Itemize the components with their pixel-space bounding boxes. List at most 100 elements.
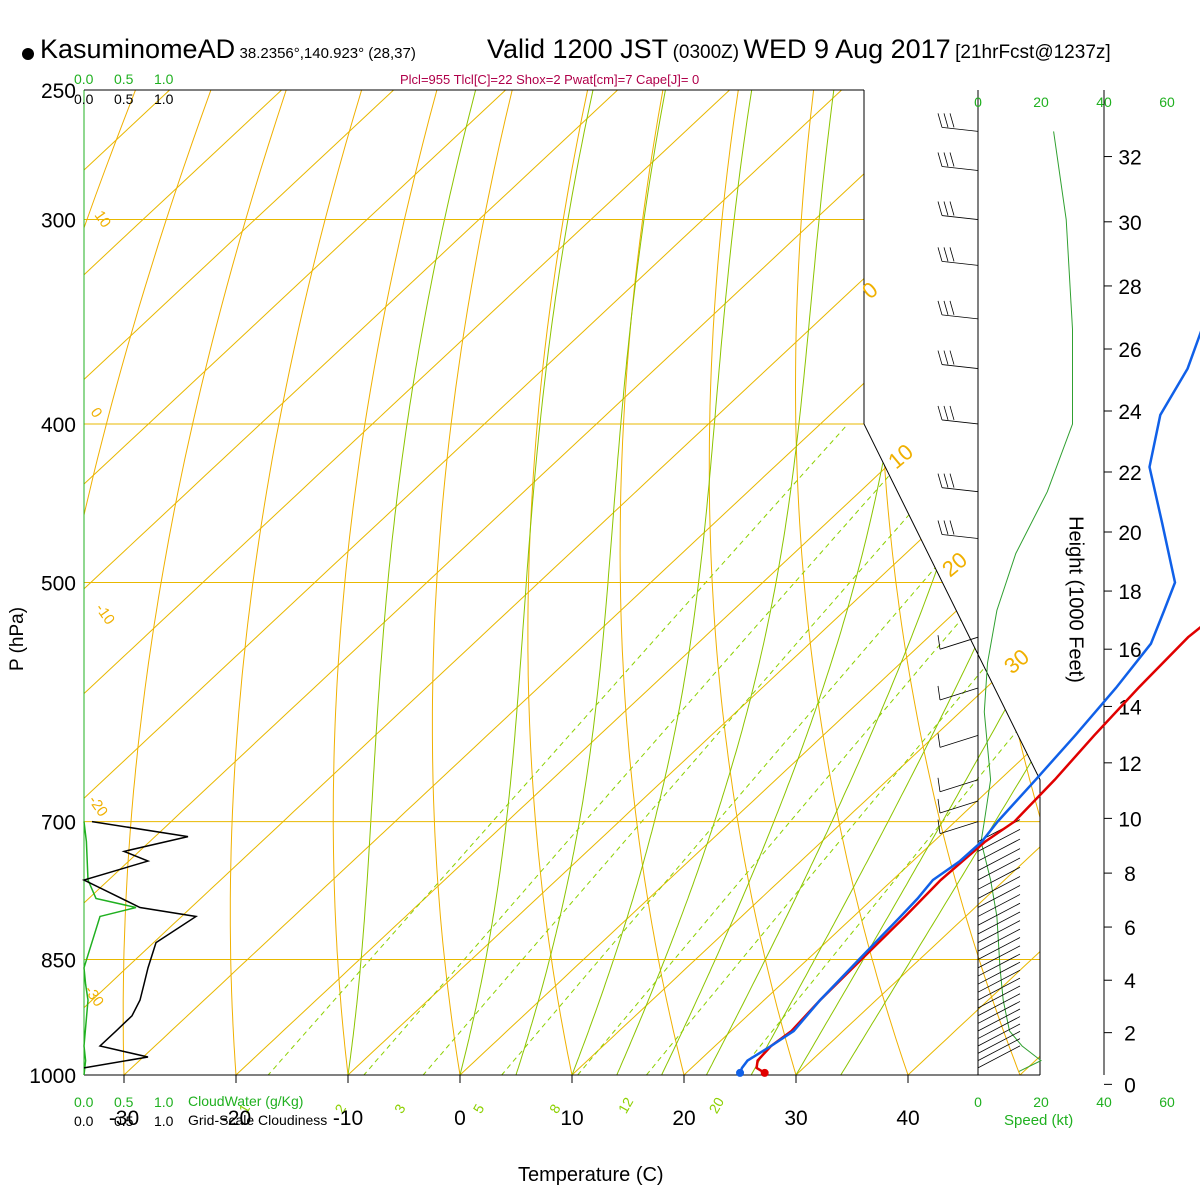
height-tick-label: 30 [1118,212,1141,235]
height-tick-label: 0 [1124,1074,1136,1097]
wind-barb-flag [949,473,955,488]
isotherm-line [870,90,1040,1075]
wind-barb [977,838,1021,862]
mixing-ratio-line [393,423,990,1075]
dry-adiabat-label: 0 [87,405,106,422]
isotherm-line [84,90,873,1075]
dry-adiabat-line [122,90,297,1075]
wind-barb [977,1038,1021,1061]
wind-barb-flag [937,113,943,128]
wind-barb-flag [937,300,943,315]
wind-barb [977,953,1021,977]
pressure-tick-label: 400 [41,414,76,437]
profiles [736,330,1200,1077]
cloudwater-label: CloudWater (g/Kg) [188,1093,304,1109]
wind-barb-flag [943,247,949,262]
wind-barb [939,821,979,834]
speed-bottom-tick: 60 [1159,1094,1175,1110]
dry-adiabat-line [794,90,921,1075]
isotherm-line [198,90,1040,1075]
pressure-tick-label: 700 [41,812,76,835]
temperature-tick-label: -10 [333,1107,363,1130]
wind-barb [977,885,1021,908]
isotherm-line [982,90,1040,1075]
wind-barb-flag [943,405,949,421]
moist-adiabat-line [652,90,932,1075]
cloudiness-bottom-tick: 1.0 [154,1113,174,1129]
isobars [84,89,1040,1076]
height-tick-label: 22 [1118,462,1141,485]
cloud-panel [81,820,199,1076]
height-tick-label: 10 [1118,808,1141,831]
cloudwater-top-tick: 0.0 [74,71,94,87]
dry-adiabat-line [708,90,808,1075]
isotherm-line [84,90,537,1075]
dry-adiabat-line [84,90,222,1075]
cloudwater-profile [83,821,137,1076]
mixing-ratio-lines [237,423,1040,1075]
isotherms [84,90,1040,1075]
temperature-tick-label: -30 [109,1107,139,1130]
wind-barb [939,779,979,793]
mixing-ratio-line [708,423,1040,1075]
cloudiness-top-tick: 1.0 [154,91,174,107]
height-tick-label: 20 [1118,522,1141,545]
speed-top-tick: 60 [1159,94,1175,110]
speed-top-tick: 40 [1096,94,1112,110]
wind-barb [941,534,979,539]
wind-barb-flag [937,520,943,535]
temperature-tick-label: -20 [221,1107,251,1130]
wind-barb [977,911,1021,935]
wind-barb-flag [943,350,949,365]
wind-barb [977,969,1021,993]
mixing-ratio-label: 3 [391,1101,409,1116]
moist-adiabat-line [338,90,477,1075]
wind-barb [941,314,979,320]
wind-barb [977,1045,1021,1069]
speed-top-tick: 20 [1033,94,1049,110]
wind-barb-flag [937,201,943,216]
dewpoint-profile [738,330,1200,1074]
height-tick-label: 14 [1118,696,1142,719]
moist-adiabat-line [741,90,1040,1075]
moist-adiabat-line [786,90,1040,1075]
cloudiness-top-tick: 0.5 [114,91,134,107]
height-axis-label: Height (1000 Feet) [1064,516,1087,683]
height-tick-label: 6 [1124,917,1136,940]
valid-time: Valid 1200 JST [487,34,669,64]
valid-zulu: (0300Z) [672,42,740,63]
mixing-ratio-line [472,423,1040,1075]
dry-adiabat-line [878,90,1035,1075]
isotherm-line [84,90,649,1075]
wind-barb [977,848,1021,871]
speed-label: Speed (kt) [1004,1112,1074,1129]
moist-adiabat-line [831,90,1040,1075]
wind-barb [939,687,979,701]
dry-adiabats [84,90,1040,1075]
wind-barb-flag [937,635,941,650]
header-row: KasuminomeAD 38.2356°,140.923° (28,37) [22,34,416,65]
axis-labels: 1 2 3 5 8 12 20100-10-20-300102030250300400500… [29,71,1034,1130]
wind-barb-flag [937,819,941,834]
wind-barb [977,866,1021,890]
wind-barb [941,487,979,493]
wind-barb [977,977,1021,1001]
cloudiness-top-tick: 0.0 [74,91,94,107]
wind-barb-flag [943,520,949,535]
wind-barb-flag [943,201,949,216]
station-coords: 38.2356°,140.923° (28,37) [239,45,416,62]
temperature-profile [755,625,1200,1074]
isotherm-line [310,90,1040,1075]
wind-barb-flag [937,685,941,701]
cloudiness-label: Grid-Scale Cloudiness [188,1112,328,1128]
height-tick-label: 16 [1118,639,1141,662]
wind-barb-flag [937,405,943,421]
wind-barb-flag [937,152,943,167]
wind-barb [977,857,1021,881]
dry-adiabat-line [332,90,446,1075]
mixing-ratio-label: 20 [705,1094,727,1116]
temperature-tick-label: 30 [784,1107,807,1130]
temperature-tick-label: 40 [896,1107,919,1130]
wind-barb [977,876,1021,899]
moist-adiabat-line [506,90,666,1075]
